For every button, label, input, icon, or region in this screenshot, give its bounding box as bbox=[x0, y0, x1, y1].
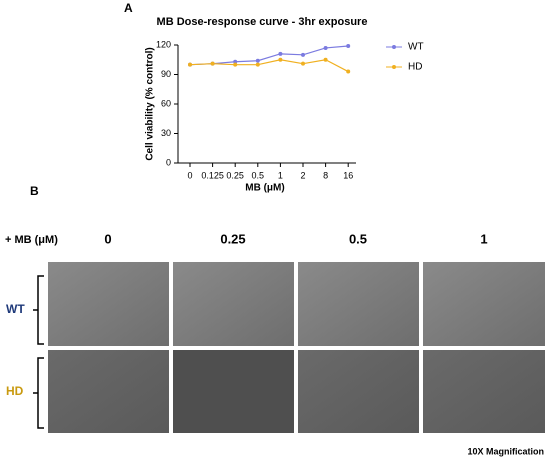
legend-marker bbox=[392, 65, 396, 69]
x-tick-label: 0.25 bbox=[226, 170, 244, 180]
row-label: HD bbox=[6, 384, 24, 398]
point bbox=[255, 58, 260, 63]
dose-label: 0.25 bbox=[220, 231, 245, 246]
point bbox=[323, 45, 328, 50]
micrograph-grid bbox=[48, 262, 545, 433]
x-tick-label: 0.5 bbox=[252, 170, 265, 180]
legend-label: WT bbox=[408, 42, 424, 53]
micrograph bbox=[48, 350, 169, 433]
point bbox=[346, 69, 351, 74]
bracket bbox=[33, 275, 44, 345]
x-tick-label: 16 bbox=[343, 170, 353, 180]
y-tick-label: 120 bbox=[156, 39, 171, 49]
point bbox=[188, 62, 192, 67]
micrograph bbox=[298, 262, 419, 346]
y-tick-label: 0 bbox=[166, 157, 171, 167]
point bbox=[323, 57, 328, 62]
point bbox=[301, 61, 305, 66]
legend-marker bbox=[392, 45, 396, 49]
point bbox=[278, 57, 283, 62]
point bbox=[233, 59, 238, 64]
point bbox=[278, 51, 283, 56]
micrograph bbox=[173, 350, 294, 433]
point bbox=[255, 62, 260, 67]
y-tick-label: 90 bbox=[161, 69, 171, 79]
magnification: 10X Magnification bbox=[467, 446, 544, 456]
point bbox=[301, 52, 305, 57]
y-tick-label: 60 bbox=[161, 98, 171, 108]
point bbox=[346, 43, 351, 48]
point bbox=[210, 61, 215, 66]
y-axis-label: Cell viability (% control) bbox=[145, 47, 156, 160]
dose-header: + MB (μM) bbox=[5, 234, 58, 246]
x-tick-label: 1 bbox=[278, 170, 283, 180]
series-line bbox=[189, 59, 349, 73]
point bbox=[233, 62, 238, 67]
x-tick-label: 0 bbox=[187, 170, 192, 180]
legend-label: HD bbox=[408, 62, 422, 73]
panel-label: A bbox=[124, 1, 133, 15]
x-tick-label: 2 bbox=[300, 170, 305, 180]
x-tick-label: 0.125 bbox=[201, 170, 224, 180]
dose-label: 0.5 bbox=[349, 231, 367, 246]
micrograph bbox=[423, 262, 545, 346]
micrograph bbox=[298, 350, 419, 433]
dose-label: 0 bbox=[104, 231, 111, 246]
x-tick-label: 8 bbox=[323, 170, 328, 180]
x-axis-label: MB (μM) bbox=[245, 183, 284, 194]
chart-title: MB Dose-response curve - 3hr exposure bbox=[157, 16, 368, 28]
y-tick-label: 30 bbox=[161, 128, 171, 138]
bracket bbox=[33, 357, 44, 429]
row-label: WT bbox=[6, 302, 25, 316]
micrograph bbox=[48, 262, 169, 346]
panel-label: B bbox=[30, 184, 39, 198]
dose-label: 1 bbox=[480, 231, 487, 246]
micrograph bbox=[173, 262, 294, 346]
micrograph bbox=[423, 350, 545, 433]
